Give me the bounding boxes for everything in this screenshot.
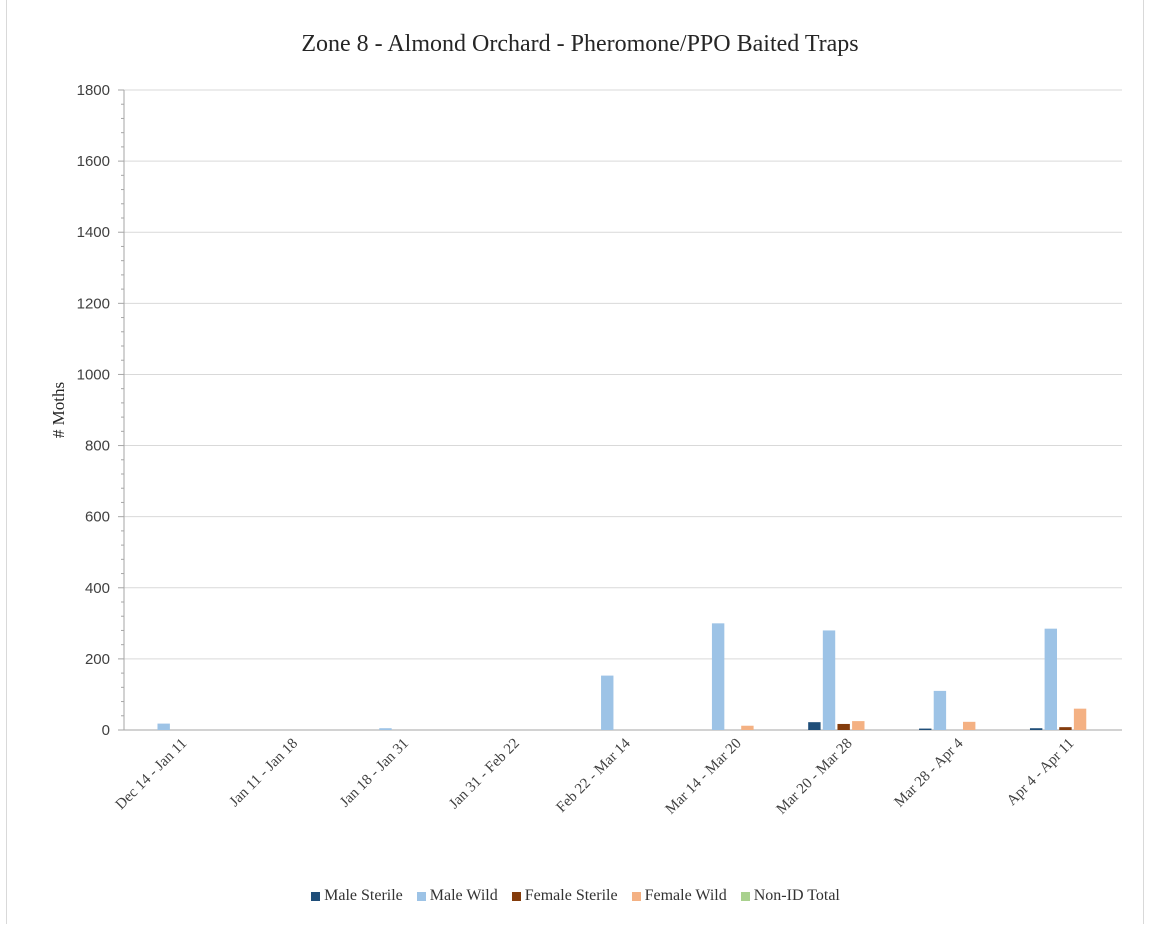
legend-item: Male Sterile [311, 887, 403, 905]
bars [157, 623, 1087, 730]
legend-label: Female Sterile [524, 887, 618, 904]
x-tick-label: Mar 14 - Mar 20 [663, 736, 745, 818]
y-tick-label: 1600 [77, 153, 110, 170]
x-tick-label: Dec 14 - Jan 11 [113, 736, 190, 813]
x-tick-label: Jan 31 - Feb 22 [446, 736, 523, 813]
x-tick-label: Jan 18 - Jan 31 [337, 736, 412, 811]
legend-swatch [511, 891, 521, 901]
x-tick-labels: Dec 14 - Jan 11 Jan 11 - Jan 18 Jan 18 - J… [113, 735, 1078, 817]
y-tick-label: 600 [85, 509, 110, 526]
legend-item: Female Wild [631, 887, 727, 905]
chart-frame [6, 0, 1144, 924]
bar-male-wild [601, 675, 614, 730]
x-tick-label: Apr 4 - Apr 11 [1004, 736, 1077, 809]
axes [118, 89, 1122, 731]
y-tick-label: 1800 [77, 82, 110, 99]
bar-male-wild [822, 630, 836, 730]
y-tick-label: 400 [85, 580, 110, 597]
y-tick-label: 1000 [77, 366, 110, 383]
bar-male-sterile [808, 722, 821, 730]
x-tick-label: Mar 20 - Mar 28 [774, 736, 856, 818]
x-tick-label: Mar 28 - Apr 4 [892, 735, 967, 810]
legend: Male Sterile Male Wild Female Sterile Femal… [0, 887, 1151, 905]
y-tick-label: 200 [85, 651, 110, 668]
legend-label: Non-ID Total [753, 887, 840, 904]
legend-item: Female Sterile [511, 887, 618, 905]
bar-female-wild [962, 721, 976, 730]
bar-male-sterile [919, 728, 932, 730]
bar-male-wild [157, 723, 170, 730]
legend-label: Male Sterile [324, 887, 403, 904]
legend-swatch [631, 891, 641, 901]
bar-female-sterile [1059, 727, 1072, 730]
grid-lines [124, 89, 1122, 660]
bar-male-wild [379, 728, 392, 730]
bar-male-sterile [1029, 728, 1043, 730]
x-tick-label: Feb 22 - Mar 14 [554, 735, 635, 816]
legend-item: Male Wild [416, 887, 498, 905]
y-tick-label: 1200 [77, 295, 110, 312]
legend-swatch [416, 891, 426, 901]
bar-female-wild [1073, 708, 1087, 730]
legend-label: Male Wild [429, 887, 498, 904]
y-tick-label: 1400 [77, 224, 110, 241]
bar-female-sterile [837, 723, 850, 730]
legend-label: Female Wild [644, 887, 727, 904]
bar-female-wild [852, 721, 865, 730]
y-tick-label: 0 [102, 722, 110, 739]
y-tick-label: 800 [85, 438, 110, 455]
x-tick-label: Jan 11 - Jan 18 [227, 736, 302, 811]
chart-title: Zone 8 - Almond Orchard - Pheromone/PPO … [301, 31, 858, 57]
bar-male-wild [1044, 628, 1057, 730]
y-axis-label: # Moths [49, 382, 68, 438]
bar-male-wild [933, 690, 947, 730]
bar-female-wild [741, 725, 754, 730]
y-tick-labels: 0 200 400 600 800 1000 1200 1400 1600 1800 [77, 82, 110, 739]
legend-swatch [311, 891, 321, 901]
legend-swatch [740, 891, 750, 901]
legend-item: Non-ID Total [740, 887, 840, 905]
bar-male-wild [711, 623, 725, 730]
